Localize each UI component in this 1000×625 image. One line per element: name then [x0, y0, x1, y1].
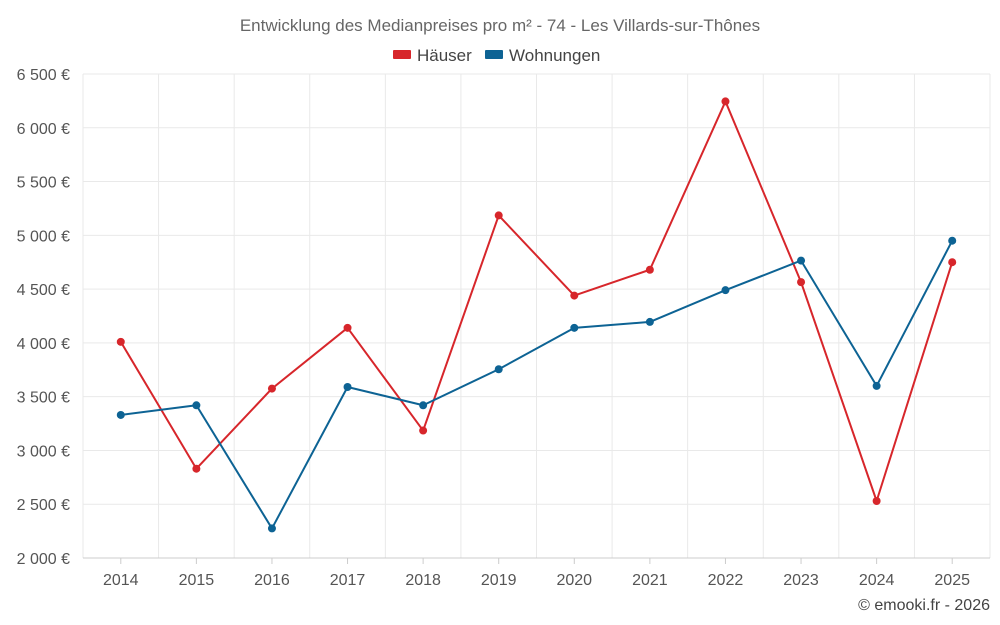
x-tick-label: 2014 — [103, 572, 139, 589]
data-point-wohnungen[interactable] — [570, 323, 579, 332]
y-axis: 2 000 € 2 500 € 3 000 € 3 500 € 4 000 € 4 500… — [17, 67, 70, 568]
data-point-haeuser[interactable] — [192, 464, 201, 473]
x-tick-label: 2020 — [556, 572, 592, 589]
series-line-haeuser — [119, 100, 954, 502]
x-tick-label: 2025 — [934, 572, 970, 589]
data-point-haeuser[interactable] — [797, 278, 806, 287]
series-haeuser — [116, 97, 957, 505]
data-point-wohnungen[interactable] — [872, 381, 881, 390]
data-point-haeuser[interactable] — [645, 265, 654, 274]
credit-text[interactable]: © emooki.fr - 2026 — [858, 597, 990, 614]
data-point-wohnungen[interactable] — [192, 401, 201, 410]
legend-swatch-wohnungen — [485, 50, 503, 59]
data-point-wohnungen[interactable] — [419, 401, 428, 410]
x-tick-label: 2024 — [859, 572, 895, 589]
y-tick-label: 6 000 € — [17, 121, 70, 138]
series-line-wohnungen — [120, 240, 954, 530]
data-point-haeuser[interactable] — [267, 384, 276, 393]
chart-title: Entwicklung des Medianpreises pro m² - 7… — [240, 16, 760, 35]
legend-label-haeuser: Häuser — [417, 46, 472, 65]
data-point-haeuser[interactable] — [343, 323, 352, 332]
x-tick-label: 2023 — [783, 572, 819, 589]
legend-item-wohnungen[interactable]: Wohnungen — [485, 46, 600, 65]
y-tick-label: 4 000 € — [17, 336, 70, 353]
legend[interactable]: Häuser Wohnungen — [393, 46, 600, 65]
data-point-wohnungen[interactable] — [343, 382, 352, 391]
data-point-haeuser[interactable] — [419, 426, 428, 435]
data-point-wohnungen[interactable] — [645, 317, 654, 326]
y-tick-label: 3 500 € — [17, 390, 70, 407]
data-point-wohnungen[interactable] — [797, 256, 806, 265]
data-point-wohnungen[interactable] — [116, 410, 125, 419]
y-tick-label: 4 500 € — [17, 282, 70, 299]
data-point-haeuser[interactable] — [721, 97, 730, 106]
data-point-wohnungen[interactable] — [948, 236, 957, 245]
x-tick-label: 2018 — [405, 572, 441, 589]
y-tick-label: 2 000 € — [17, 551, 70, 568]
y-tick-label: 5 500 € — [17, 175, 70, 192]
data-point-haeuser[interactable] — [948, 258, 957, 267]
grid — [82, 73, 991, 558]
series-wohnungen — [116, 236, 957, 533]
series — [116, 97, 957, 533]
legend-item-haeuser[interactable]: Häuser — [393, 46, 472, 65]
x-tick-label: 2017 — [330, 572, 366, 589]
data-point-haeuser[interactable] — [494, 211, 503, 220]
x-tick-label: 2015 — [179, 572, 215, 589]
y-tick-label: 5 000 € — [17, 228, 70, 245]
data-point-wohnungen[interactable] — [494, 365, 503, 374]
x-tick-label: 2016 — [254, 572, 290, 589]
data-point-haeuser[interactable] — [116, 337, 125, 346]
y-tick-label: 6 500 € — [17, 67, 70, 84]
x-tick-label: 2021 — [632, 572, 668, 589]
data-point-haeuser[interactable] — [570, 291, 579, 300]
y-tick-label: 2 500 € — [17, 497, 70, 514]
data-point-haeuser[interactable] — [872, 496, 881, 505]
legend-swatch-haeuser — [393, 50, 411, 59]
legend-label-wohnungen: Wohnungen — [509, 46, 600, 65]
y-tick-label: 3 000 € — [17, 443, 70, 460]
x-tick-label: 2019 — [481, 572, 517, 589]
data-point-wohnungen[interactable] — [267, 524, 276, 533]
x-axis: 2014 2015 2016 2017 2018 2019 2020 2021 2022 2023… — [83, 557, 990, 589]
data-point-wohnungen[interactable] — [721, 286, 730, 295]
x-tick-label: 2022 — [708, 572, 744, 589]
